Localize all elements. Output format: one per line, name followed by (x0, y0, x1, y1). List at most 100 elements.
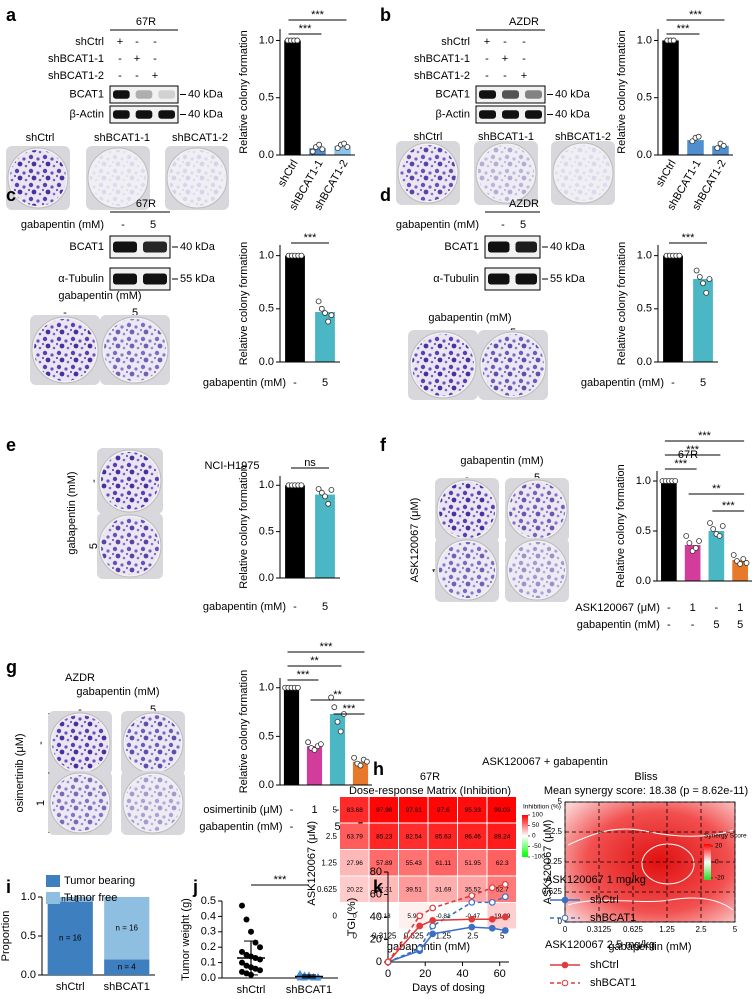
colorbar-label: 20 (715, 843, 723, 850)
plate-label: - (78, 704, 82, 716)
blot-sign: - (153, 53, 157, 65)
condition-value: 1 (737, 602, 743, 614)
blot-sign: + (484, 36, 490, 48)
colorbar-label: 0 (715, 859, 719, 866)
significance-label: *** (343, 703, 357, 715)
x-tick-label: 5 (733, 925, 738, 934)
cell-value: 83.68 (347, 807, 364, 814)
significance-label: *** (320, 641, 334, 653)
y-tick-label: 0.0 (259, 149, 274, 161)
significance-label: ** (333, 689, 342, 701)
cell-value: 55.43 (406, 860, 423, 867)
x-axis-label: Days of dosing (412, 982, 485, 994)
y-tick-label: 1.25 (321, 858, 337, 867)
blot-sign: - (485, 53, 489, 65)
blot-band (502, 90, 519, 99)
legend-marker (561, 961, 569, 969)
y-tick-label: 2.5 (326, 832, 338, 841)
heatmap-title: 67R (420, 771, 440, 783)
plate-row-label: - (35, 741, 47, 745)
cell-value: 63.79 (347, 833, 364, 840)
cell-value: -0.81 (436, 913, 451, 920)
surface-frame (564, 801, 736, 923)
panel-label: g (6, 657, 17, 677)
condition-value: - (667, 602, 671, 614)
heatmap-cell (428, 876, 457, 902)
y-axis-label: ASK120067 (μM) (542, 820, 554, 905)
y-tick-label: 0.5 (259, 730, 274, 742)
x-axis-label: gabapentin (mM) (608, 941, 691, 953)
y-tick-label: 1.0 (259, 250, 274, 262)
colorbar-label: 100 (532, 812, 543, 819)
y-axis-label: Relative colony formation (616, 242, 628, 366)
blot-row-label: shBCAT1-2 (414, 70, 470, 82)
data-point (309, 148, 316, 155)
colorbar-title: Synergy Score (704, 833, 747, 840)
bar (334, 145, 351, 155)
heatmap-subtitle: Dose-response Matrix (Inhibition) (349, 785, 511, 797)
y-axis-label: Relative colony formation (238, 670, 250, 794)
condition-value: - (336, 804, 340, 816)
colorbar (704, 844, 711, 880)
y-tick-label: 0.5 (259, 303, 274, 315)
blot-title: 67R (136, 198, 156, 210)
panel-title: AZDR (65, 672, 95, 684)
legend-label: shCtrl (590, 894, 619, 906)
count-label: n = 16 (59, 933, 82, 942)
plate-label: 5 (132, 307, 138, 319)
panel-title: ASK120067 + gabapentin (482, 756, 608, 768)
x-tick-label: 20 (419, 968, 431, 980)
y-tick-label: 40 (370, 911, 382, 923)
blot-band (525, 90, 542, 99)
x-tick-label: shCtrl (654, 158, 679, 189)
kda-label: 55 kDa (550, 273, 586, 285)
panel-label: d (380, 185, 391, 205)
plate-colonies (52, 775, 108, 831)
colorbar-label: -100 (532, 854, 545, 861)
blot-band (525, 110, 542, 119)
legend-label: shBCAT1 (590, 912, 636, 924)
data-point (252, 965, 259, 972)
significance-label: ns (304, 457, 316, 469)
condition-value: - (715, 602, 719, 614)
data-point (243, 962, 250, 969)
data-point (719, 523, 726, 529)
band-label: BCAT1 (69, 88, 104, 100)
y-axis-label: Relative colony formation (238, 465, 250, 589)
data-point (351, 754, 358, 761)
y-tick-label: 1.0 (259, 682, 274, 694)
plate-label: shBCAT1-1 (94, 132, 150, 144)
condition-value: 5 (700, 377, 706, 389)
kda-label: 55 kDa (180, 273, 216, 285)
plate-colonies (125, 775, 181, 831)
panel-label: e (6, 435, 16, 455)
data-point (311, 747, 318, 753)
legend-swatch (46, 875, 60, 887)
kda-label: 40 kDa (188, 88, 224, 100)
data-point (317, 741, 324, 748)
legend-label: Tumor bearing (64, 875, 135, 887)
x-tick-label: 1.25 (659, 925, 675, 934)
data-point (243, 951, 250, 958)
data-point (328, 312, 335, 319)
panel-label: c (6, 185, 16, 205)
blot-band (143, 241, 167, 253)
significance-label: *** (722, 500, 736, 512)
data-point (322, 493, 328, 500)
data-point (239, 948, 245, 955)
data-point (239, 902, 245, 909)
data-point (707, 520, 713, 526)
heatmap-cell (340, 903, 369, 929)
bar (693, 279, 713, 362)
y-tick-label: 0.0 (21, 969, 36, 981)
y-tick-label: 1.0 (21, 891, 36, 903)
condition-value: - (671, 377, 675, 389)
data-point (325, 318, 332, 325)
plate-label: shBCAT1-2 (555, 131, 611, 143)
band-label: BCAT1 (69, 241, 104, 253)
blot-band (135, 90, 153, 99)
data-point (296, 974, 304, 981)
y-tick-label: 0.625 (542, 887, 563, 896)
line-marker (468, 923, 476, 931)
data-point (315, 486, 322, 492)
